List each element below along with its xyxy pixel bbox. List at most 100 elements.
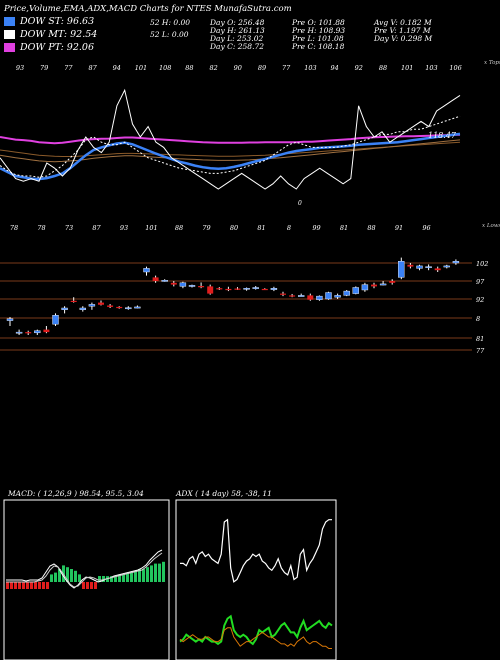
tick-label: 78 bbox=[10, 224, 18, 232]
macd-title: MACD: ( 12,26,9 ) 98.54, 95.5, 3.04 bbox=[8, 489, 144, 498]
ema-line-dotted bbox=[0, 115, 461, 178]
macd-histogram-bar bbox=[90, 582, 93, 589]
macd-histogram-bar bbox=[50, 574, 53, 582]
chart-title: Price,Volume,EMA,ADX,MACD Charts for NTE… bbox=[4, 4, 292, 14]
macd-histogram-bar bbox=[46, 582, 49, 589]
tick-label: 93 bbox=[16, 64, 24, 72]
candle bbox=[88, 304, 96, 307]
price-level-label: 102 bbox=[476, 260, 488, 268]
macd-histogram-bar bbox=[102, 576, 105, 582]
macd-histogram-bar bbox=[58, 569, 61, 582]
candle bbox=[252, 287, 259, 289]
tick-label: 73 bbox=[65, 224, 73, 232]
macd-histogram-bar bbox=[6, 582, 9, 589]
adx-panel bbox=[175, 499, 337, 660]
macd-histogram-bar bbox=[134, 570, 137, 582]
candle bbox=[61, 307, 68, 310]
candle bbox=[343, 290, 350, 296]
macd-histogram-bar bbox=[158, 563, 161, 582]
macd-histogram-bar bbox=[26, 582, 29, 589]
adx-title: ADX ( 14 day) 58, -38, 11 bbox=[176, 489, 272, 498]
tick-label: 8 bbox=[287, 224, 291, 232]
stat: Pre C: 108.18 bbox=[292, 42, 345, 51]
tick-label: 101 bbox=[145, 224, 157, 232]
macd-line bbox=[6, 549, 163, 589]
candle bbox=[398, 261, 405, 278]
macd-histogram-bar bbox=[66, 567, 69, 582]
macd-histogram-bar bbox=[22, 582, 25, 589]
candle bbox=[43, 329, 50, 333]
legend-swatch-white bbox=[4, 30, 15, 39]
stat: Day C: 258.72 bbox=[210, 42, 264, 51]
tick-label: 80 bbox=[230, 224, 238, 232]
candle bbox=[15, 331, 23, 334]
legend-label: DOW PT: 92.06 bbox=[20, 42, 94, 53]
candle bbox=[261, 288, 268, 291]
macd-histogram-bar bbox=[122, 574, 125, 582]
candle bbox=[234, 288, 241, 290]
macd-histogram-bar bbox=[118, 574, 121, 582]
candle bbox=[188, 285, 196, 287]
tick-label: 99 bbox=[312, 224, 320, 232]
stat: Avg V: 0.182 M bbox=[374, 18, 432, 27]
tick-label: 77 bbox=[64, 64, 73, 72]
tick-label: 108 bbox=[159, 64, 171, 72]
price-line bbox=[0, 88, 461, 190]
macd-histogram-bar bbox=[162, 561, 165, 582]
stat: Pre H: 108.93 bbox=[292, 26, 346, 35]
candle bbox=[143, 268, 150, 273]
candle bbox=[289, 295, 296, 297]
macd-histogram-bar bbox=[138, 569, 141, 582]
ema-line-orange bbox=[0, 141, 461, 157]
candle bbox=[79, 307, 87, 310]
macd-histogram-bar bbox=[38, 582, 41, 589]
ema-line-purple bbox=[0, 133, 461, 145]
macd-histogram-bar bbox=[142, 569, 145, 582]
candle bbox=[107, 305, 114, 307]
candle bbox=[280, 293, 286, 295]
candle bbox=[416, 265, 423, 269]
macd-histogram-bar bbox=[98, 576, 101, 582]
tick-label: 101 bbox=[401, 64, 413, 72]
tick-label: 91 bbox=[395, 224, 403, 232]
legend-dow-pt: DOW PT: 92.06 bbox=[4, 42, 94, 53]
candle bbox=[270, 288, 278, 290]
tick-label: 94 bbox=[330, 64, 338, 72]
legend-dow-mt: DOW MT: 92.54 bbox=[4, 29, 97, 40]
macd-histogram-bar bbox=[42, 582, 45, 589]
stat: Pre V: 1.197 M bbox=[374, 26, 431, 35]
candle bbox=[52, 315, 59, 325]
ema-line-brown bbox=[0, 139, 461, 163]
tick-label: 93 bbox=[120, 224, 128, 232]
macd-histogram-bar bbox=[10, 582, 13, 589]
macd-histogram-bar bbox=[78, 574, 81, 582]
tick-label: 89 bbox=[258, 64, 266, 72]
candle bbox=[70, 300, 77, 302]
tick-label: 103 bbox=[425, 64, 437, 72]
legend-label: DOW ST: 96.63 bbox=[20, 16, 95, 27]
tick-label: 87 bbox=[88, 64, 97, 72]
candle bbox=[6, 318, 14, 321]
candle bbox=[334, 295, 341, 298]
macd-histogram-bar bbox=[150, 565, 153, 582]
candle bbox=[425, 266, 432, 269]
candle bbox=[434, 268, 441, 271]
tick-label: 101 bbox=[135, 64, 147, 72]
tick-label: 78 bbox=[37, 224, 45, 232]
candle bbox=[379, 283, 387, 286]
candle bbox=[179, 282, 187, 287]
tick-label: 87 bbox=[92, 224, 101, 232]
candle bbox=[152, 277, 159, 281]
tick-label: x Tops bbox=[484, 60, 500, 66]
tick-label: 82 bbox=[209, 64, 217, 72]
candle bbox=[98, 302, 104, 305]
macd-histogram-bar bbox=[74, 570, 77, 582]
candle bbox=[443, 265, 450, 268]
candle bbox=[361, 284, 369, 291]
candle bbox=[452, 261, 460, 264]
macd-histogram-bar bbox=[110, 576, 113, 582]
adx-line bbox=[180, 518, 332, 583]
tick-label: 106 bbox=[449, 64, 461, 72]
stat: Day O: 256.48 bbox=[210, 18, 265, 27]
